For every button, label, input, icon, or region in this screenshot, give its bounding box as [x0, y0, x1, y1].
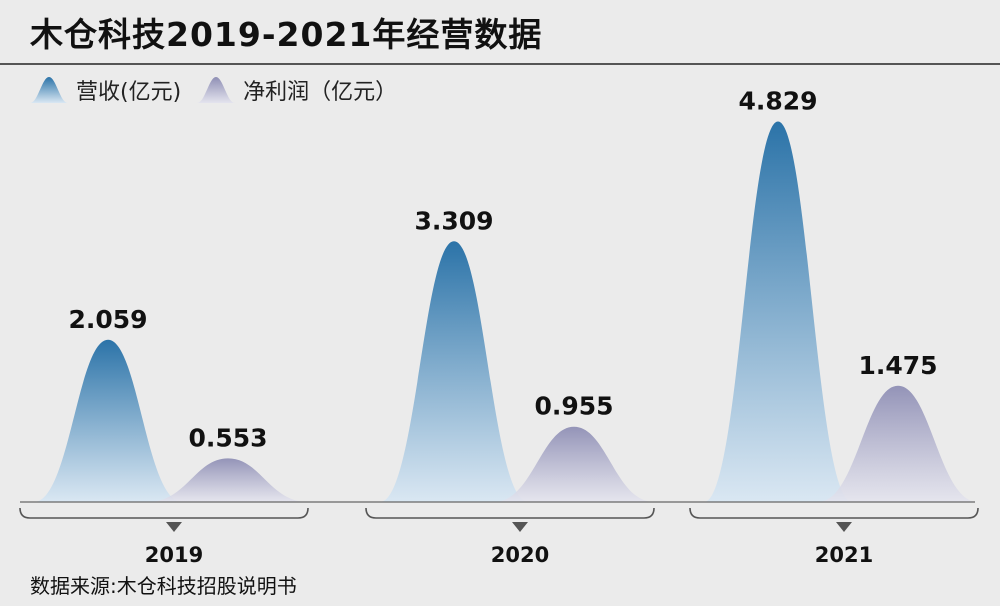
bar-profit-2020	[494, 426, 654, 502]
category-label-2019: 2019	[145, 543, 203, 567]
data-label-revenue-2019: 2.059	[68, 305, 147, 334]
category-brackets-layer	[19, 507, 979, 532]
chart-title: 木仓科技2019-2021年经营数据	[30, 15, 543, 54]
legend-item-revenue: 营收(亿元)	[30, 74, 181, 106]
bar-profit-2021	[818, 385, 978, 502]
category-label-2020: 2020	[491, 543, 549, 567]
category-label-2021: 2021	[815, 543, 873, 567]
value-labels-layer: 2.059 0.553 3.309 0.955 4.829 1.475	[68, 86, 937, 452]
category-bracket-2021	[689, 507, 979, 519]
data-label-profit-2019: 0.553	[188, 423, 267, 452]
peaks-layer	[34, 121, 978, 503]
bar-profit-2019	[148, 458, 308, 502]
data-label-profit-2021: 1.475	[858, 351, 937, 380]
category-bracket-2020	[365, 507, 655, 519]
legend-label-revenue: 营收(亿元)	[76, 80, 182, 105]
legend: 营收(亿元) 净利润（亿元）	[30, 72, 397, 108]
bar-revenue-2019	[34, 339, 182, 502]
legend-item-profit: 净利润（亿元）	[197, 74, 397, 106]
bracket-pointer-2019	[166, 522, 182, 532]
data-label-revenue-2021: 4.829	[738, 86, 817, 115]
bracket-pointer-2020	[512, 522, 528, 532]
title-divider	[0, 63, 1000, 65]
source-note: 数据来源:木仓科技招股说明书	[30, 574, 297, 598]
legend-swatch-profit	[197, 77, 236, 103]
legend-swatch-revenue	[30, 77, 68, 103]
bar-revenue-2021	[704, 121, 852, 503]
bar-revenue-2020	[380, 241, 528, 502]
data-label-revenue-2020: 3.309	[414, 206, 493, 235]
category-bracket-2019	[19, 507, 309, 519]
data-label-profit-2020: 0.955	[534, 392, 613, 421]
bracket-pointer-2021	[836, 522, 852, 532]
legend-label-profit: 净利润（亿元）	[243, 80, 398, 105]
category-labels-layer: 2019 2020 2021	[145, 543, 873, 567]
